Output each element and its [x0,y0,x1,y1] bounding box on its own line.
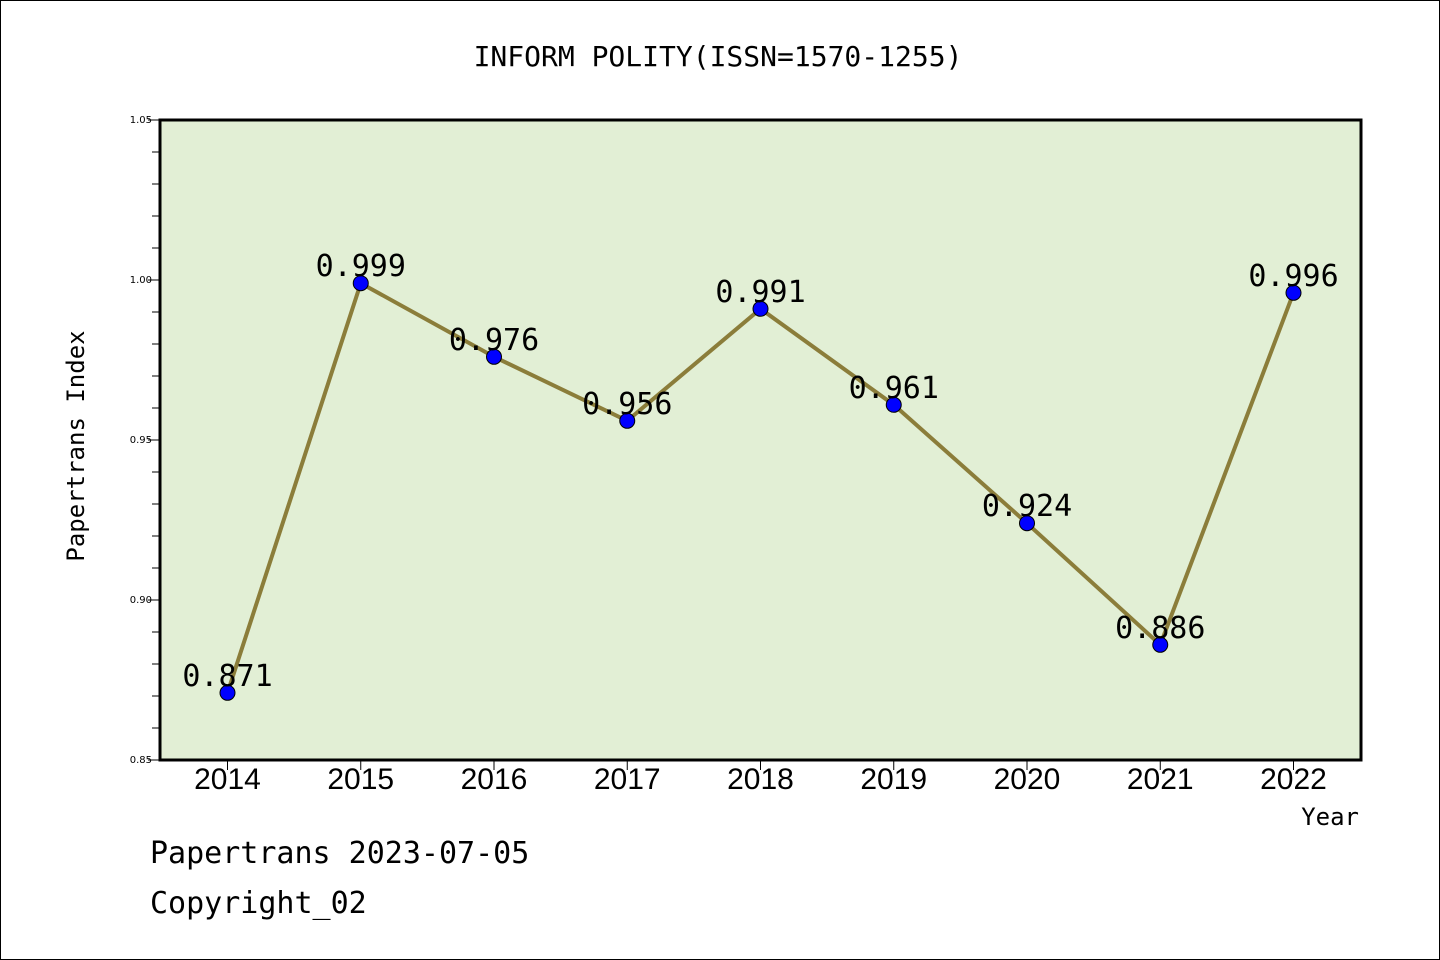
data-point [752,300,769,317]
data-label: 0.991 [715,275,805,310]
data-label: 0.886 [1115,611,1205,646]
plot-area [158,118,1363,762]
footer-date: Papertrans 2023-07-05 [150,836,530,871]
data-label: 0.996 [1248,259,1338,294]
data-point [619,412,636,429]
x-tick-label: 2018 [727,763,794,796]
data-label: 0.976 [449,323,539,358]
x-tick-label: 2015 [327,763,394,796]
x-axis: 2014 2015 2016 2017 2018 2019 2020 2021 2022 [194,760,1327,796]
y-tick-label: 1.00 [130,275,152,286]
x-tick-label: 2020 [994,763,1061,796]
y-axis: 0.85 0.90 0.95 1.00 1.05 [130,115,160,766]
y-axis-label: Papertrans Index [62,330,90,561]
data-point [1285,284,1302,301]
data-point [885,396,902,413]
y-tick-label: 0.95 [130,435,152,446]
footer-copyright: Copyright_02 [150,886,367,921]
chart-title: INFORM POLITY(ISSN=1570-1255) [474,40,963,73]
x-tick-label: 2021 [1127,763,1194,796]
data-point [486,348,502,365]
x-tick-label: 2017 [594,763,661,796]
data-point [352,275,369,292]
data-point [1019,515,1035,532]
x-axis-label: Year [1301,803,1359,831]
data-point [219,684,236,701]
data-label: 0.999 [316,249,406,284]
y-tick-label: 0.85 [130,755,152,766]
x-tick-label: 2014 [194,763,261,796]
data-label: 0.871 [182,659,272,694]
y-tick-label: 1.05 [130,115,152,126]
data-point [1152,636,1169,653]
x-tick-label: 2019 [860,763,927,796]
data-label: 0.924 [982,489,1072,524]
data-label: 0.956 [582,387,672,422]
x-tick-label: 2022 [1260,763,1327,796]
series-layer: 0.871 0.999 0.976 0.956 0.991 0.961 0.924 0.886… [182,249,1339,701]
y-tick-label: 0.90 [130,595,152,606]
x-tick-label: 2016 [461,763,528,796]
data-label: 0.961 [849,371,939,406]
